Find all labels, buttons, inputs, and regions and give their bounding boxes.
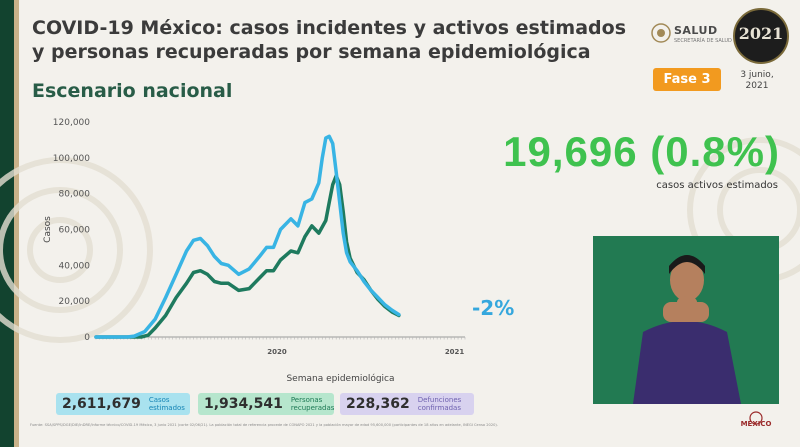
source-footnote: Fuente: SSA/SPPS/DGE/DIE/InDRE/Informe t… [30, 423, 498, 427]
stat-label: Casos estimados [148, 396, 185, 412]
stat-recovered: 1,934,541 Personas recuperadas [198, 393, 334, 415]
y-tick-label: 0 [84, 333, 90, 343]
stat-label: Personas recuperadas [290, 396, 335, 412]
scenario-subtitle: Escenario nacional [32, 80, 233, 102]
page-title: COVID-19 México: casos incidentes y acti… [32, 17, 627, 63]
salud-emblem-icon [651, 23, 671, 43]
stat-value: 1,934,541 [204, 396, 283, 412]
report-date: 3 junio, 2021 [740, 70, 774, 91]
phase-badge: Fase 3 [653, 68, 721, 91]
y-tick-label: 100,000 [53, 154, 90, 164]
active-cases-caption: casos activos estimados [656, 180, 778, 191]
x-axis-label: Semana epidemiológica [286, 373, 394, 384]
salud-brand-sub: SECRETARÍA DE SALUD [674, 38, 732, 44]
footer-logo-text: MÉXICO [740, 420, 772, 428]
series-line-active [94, 174, 401, 339]
sign-language-interpreter [593, 236, 779, 404]
y-tick-label: 60,000 [59, 226, 91, 236]
mexico-2021-logo [733, 8, 789, 64]
series-line-estimated [94, 134, 401, 339]
stat-estimated-cases: 2,611,679 Casos estimados [56, 393, 190, 415]
y-axis-label: Casos [43, 216, 53, 243]
y-tick-label: 20,000 [59, 297, 91, 307]
stat-value: 2,611,679 [62, 396, 141, 412]
y-tick-label: 80,000 [59, 190, 91, 200]
salud-brand: SALUD [674, 24, 718, 37]
logo-year: 2021 [738, 24, 784, 43]
y-tick-label: 120,000 [53, 118, 90, 128]
y-tick-label: 40,000 [59, 261, 91, 271]
stat-deaths: 228,362 Defunciones confirmadas [340, 393, 474, 415]
gobierno-mexico-icon [749, 411, 763, 425]
x-tick-label: 2020 [267, 348, 287, 356]
trend-percentage: -2% [472, 296, 515, 320]
active-cases-highlight: 19,696 (0.8%) [503, 128, 780, 175]
stat-label: Defunciones confirmadas [417, 396, 462, 412]
stat-value: 228,362 [346, 396, 410, 412]
x-tick-label: 2021 [445, 348, 465, 356]
